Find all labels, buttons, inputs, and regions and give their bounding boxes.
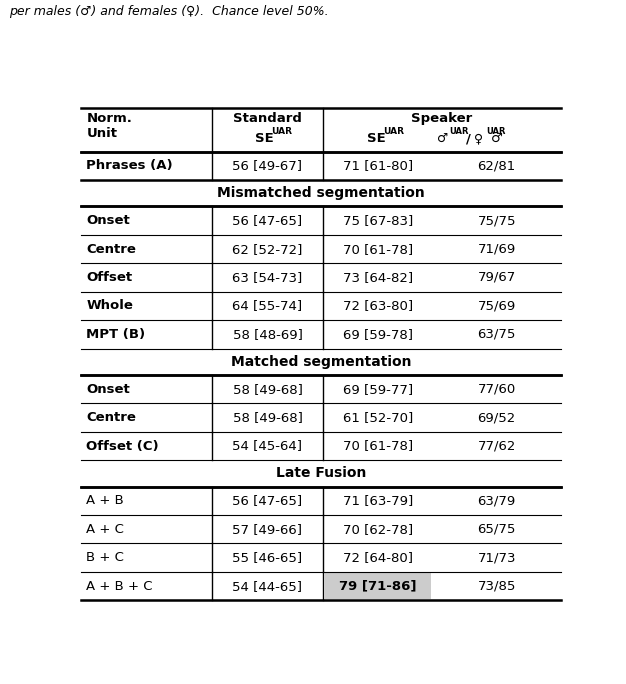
Text: 70 [61-78]: 70 [61-78] [343,440,413,453]
Text: 56 [47-65]: 56 [47-65] [232,495,302,508]
Text: UAR: UAR [486,127,505,136]
Text: 62 [52-72]: 62 [52-72] [232,243,302,256]
Text: 73 [64-82]: 73 [64-82] [343,271,413,284]
Text: B + C: B + C [86,551,125,564]
Text: 58 [48-69]: 58 [48-69] [232,328,302,341]
Text: UAR: UAR [449,127,469,136]
Text: ♀: ♀ [474,132,483,145]
Text: 72 [64-80]: 72 [64-80] [343,551,413,564]
Text: 70 [61-78]: 70 [61-78] [343,243,413,256]
Text: Speaker: Speaker [411,112,473,125]
Text: Whole: Whole [86,300,133,313]
Text: SE: SE [367,132,386,145]
Text: A + B + C: A + B + C [86,579,153,592]
Text: 54 [44-65]: 54 [44-65] [232,579,302,592]
Text: Centre: Centre [86,243,136,256]
Text: Onset: Onset [86,214,130,227]
Text: 79 [71-86]: 79 [71-86] [339,579,416,592]
Text: 62/81: 62/81 [478,159,516,172]
Text: 79/67: 79/67 [478,271,516,284]
Text: UAR: UAR [382,127,404,136]
Text: 71 [63-79]: 71 [63-79] [342,495,413,508]
Text: Onset: Onset [86,382,130,395]
Text: 65/75: 65/75 [478,523,516,536]
Text: 72 [63-80]: 72 [63-80] [343,300,413,313]
Text: Late Fusion: Late Fusion [275,466,366,480]
Text: 54 [45-64]: 54 [45-64] [232,440,302,453]
Text: 70 [62-78]: 70 [62-78] [343,523,413,536]
Text: 77/60: 77/60 [478,382,516,395]
Text: Phrases (A): Phrases (A) [86,159,173,172]
Text: SE: SE [255,132,274,145]
Text: 75 [67-83]: 75 [67-83] [342,214,413,227]
Text: 71/73: 71/73 [478,551,516,564]
Text: 55 [46-65]: 55 [46-65] [232,551,302,564]
Text: 63 [54-73]: 63 [54-73] [232,271,302,284]
Text: 64 [55-74]: 64 [55-74] [232,300,302,313]
Text: 77/62: 77/62 [478,440,516,453]
Text: Offset (C): Offset (C) [86,440,159,453]
Text: Norm.
Unit: Norm. Unit [86,112,132,140]
Text: 57 [49-66]: 57 [49-66] [232,523,302,536]
Bar [325,573,431,598]
Text: Centre: Centre [86,411,136,424]
Text: 56 [47-65]: 56 [47-65] [232,214,302,227]
Text: 69 [59-78]: 69 [59-78] [343,328,413,341]
Text: 71/69: 71/69 [478,243,516,256]
Text: 71 [61-80]: 71 [61-80] [343,159,413,172]
Text: 58 [49-68]: 58 [49-68] [232,382,302,395]
Text: 69/52: 69/52 [478,411,516,424]
Text: 75/69: 75/69 [478,300,516,313]
Text: ♂: ♂ [437,132,448,145]
Text: A + B: A + B [86,495,124,508]
Text: per males (♂) and females (♀).  Chance level 50%.: per males (♂) and females (♀). Chance le… [9,5,329,18]
Text: 69 [59-77]: 69 [59-77] [343,382,413,395]
Text: Mismatched segmentation: Mismatched segmentation [217,186,424,200]
Text: Standard: Standard [233,112,302,125]
Text: 61 [52-70]: 61 [52-70] [342,411,413,424]
Text: MPT (B): MPT (B) [86,328,146,341]
Text: 58 [49-68]: 58 [49-68] [232,411,302,424]
Text: 63/75: 63/75 [478,328,516,341]
Text: Offset: Offset [86,271,133,284]
Text: ♂: ♂ [491,132,503,145]
Text: 73/85: 73/85 [478,579,516,592]
Text: A + C: A + C [86,523,125,536]
Text: Matched segmentation: Matched segmentation [230,355,411,369]
Text: 63/79: 63/79 [478,495,516,508]
Text: UAR: UAR [271,127,292,136]
Text: /: / [466,132,471,145]
Text: 56 [49-67]: 56 [49-67] [232,159,302,172]
Text: 75/75: 75/75 [478,214,516,227]
